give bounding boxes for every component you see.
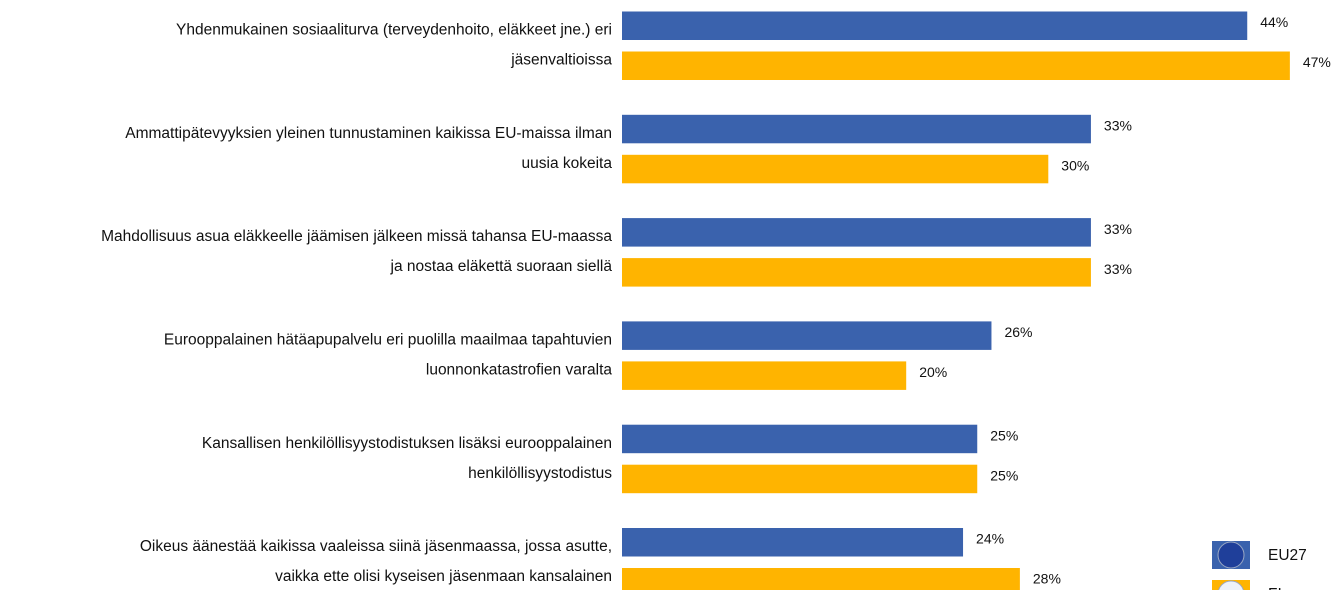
category-label: uusia kokeita [522,155,613,172]
category-label: Kansallisen henkilöllisyystodistuksen li… [202,435,612,452]
value-label: 25% [990,467,1018,483]
bar [622,464,978,494]
legend-label: FI [1268,586,1282,590]
legend-label: EU27 [1268,547,1307,564]
value-label: 33% [1104,261,1132,277]
value-label: 33% [1104,118,1132,134]
category-label: Eurooppalainen hätäapupalvelu eri puolil… [164,331,612,348]
category-label: Ammattipätevyyksien yleinen tunnustamine… [125,125,612,142]
category-label: Yhdenmukainen sosiaaliturva (terveydenho… [176,22,612,39]
bar [622,11,1248,40]
bar [622,51,1290,80]
category-label: henkilöllisyystodistus [468,465,612,482]
value-label: 25% [990,427,1018,443]
value-label: 28% [1033,571,1061,587]
bar [622,528,964,557]
value-label: 30% [1061,158,1089,174]
value-label: 44% [1260,14,1288,30]
bar [622,321,992,350]
value-label: 20% [919,364,947,380]
legend-flag [1217,541,1245,569]
value-label: 33% [1104,221,1132,237]
value-label: 47% [1303,54,1331,70]
category-label: jäsenvaltioissa [510,52,612,69]
bar [622,424,978,454]
category-label: Oikeus äänestää kaikissa vaaleissa siinä… [140,538,612,555]
category-label: ja nostaa eläkettä suoraan siellä [390,258,613,275]
category-label: Mahdollisuus asua eläkkeelle jäämisen jä… [101,228,612,245]
category-label: vaikka ette olisi kyseisen jäsenmaan kan… [275,568,612,585]
bar [622,568,1020,590]
legend-flag [1218,580,1244,590]
bar [622,218,1091,247]
value-label: 24% [976,531,1004,547]
value-label: 26% [1004,324,1032,340]
bar [622,361,907,390]
bar [622,114,1091,144]
category-label: luonnonkatastrofien varalta [426,361,613,378]
bar [622,154,1049,184]
bar [622,258,1091,287]
